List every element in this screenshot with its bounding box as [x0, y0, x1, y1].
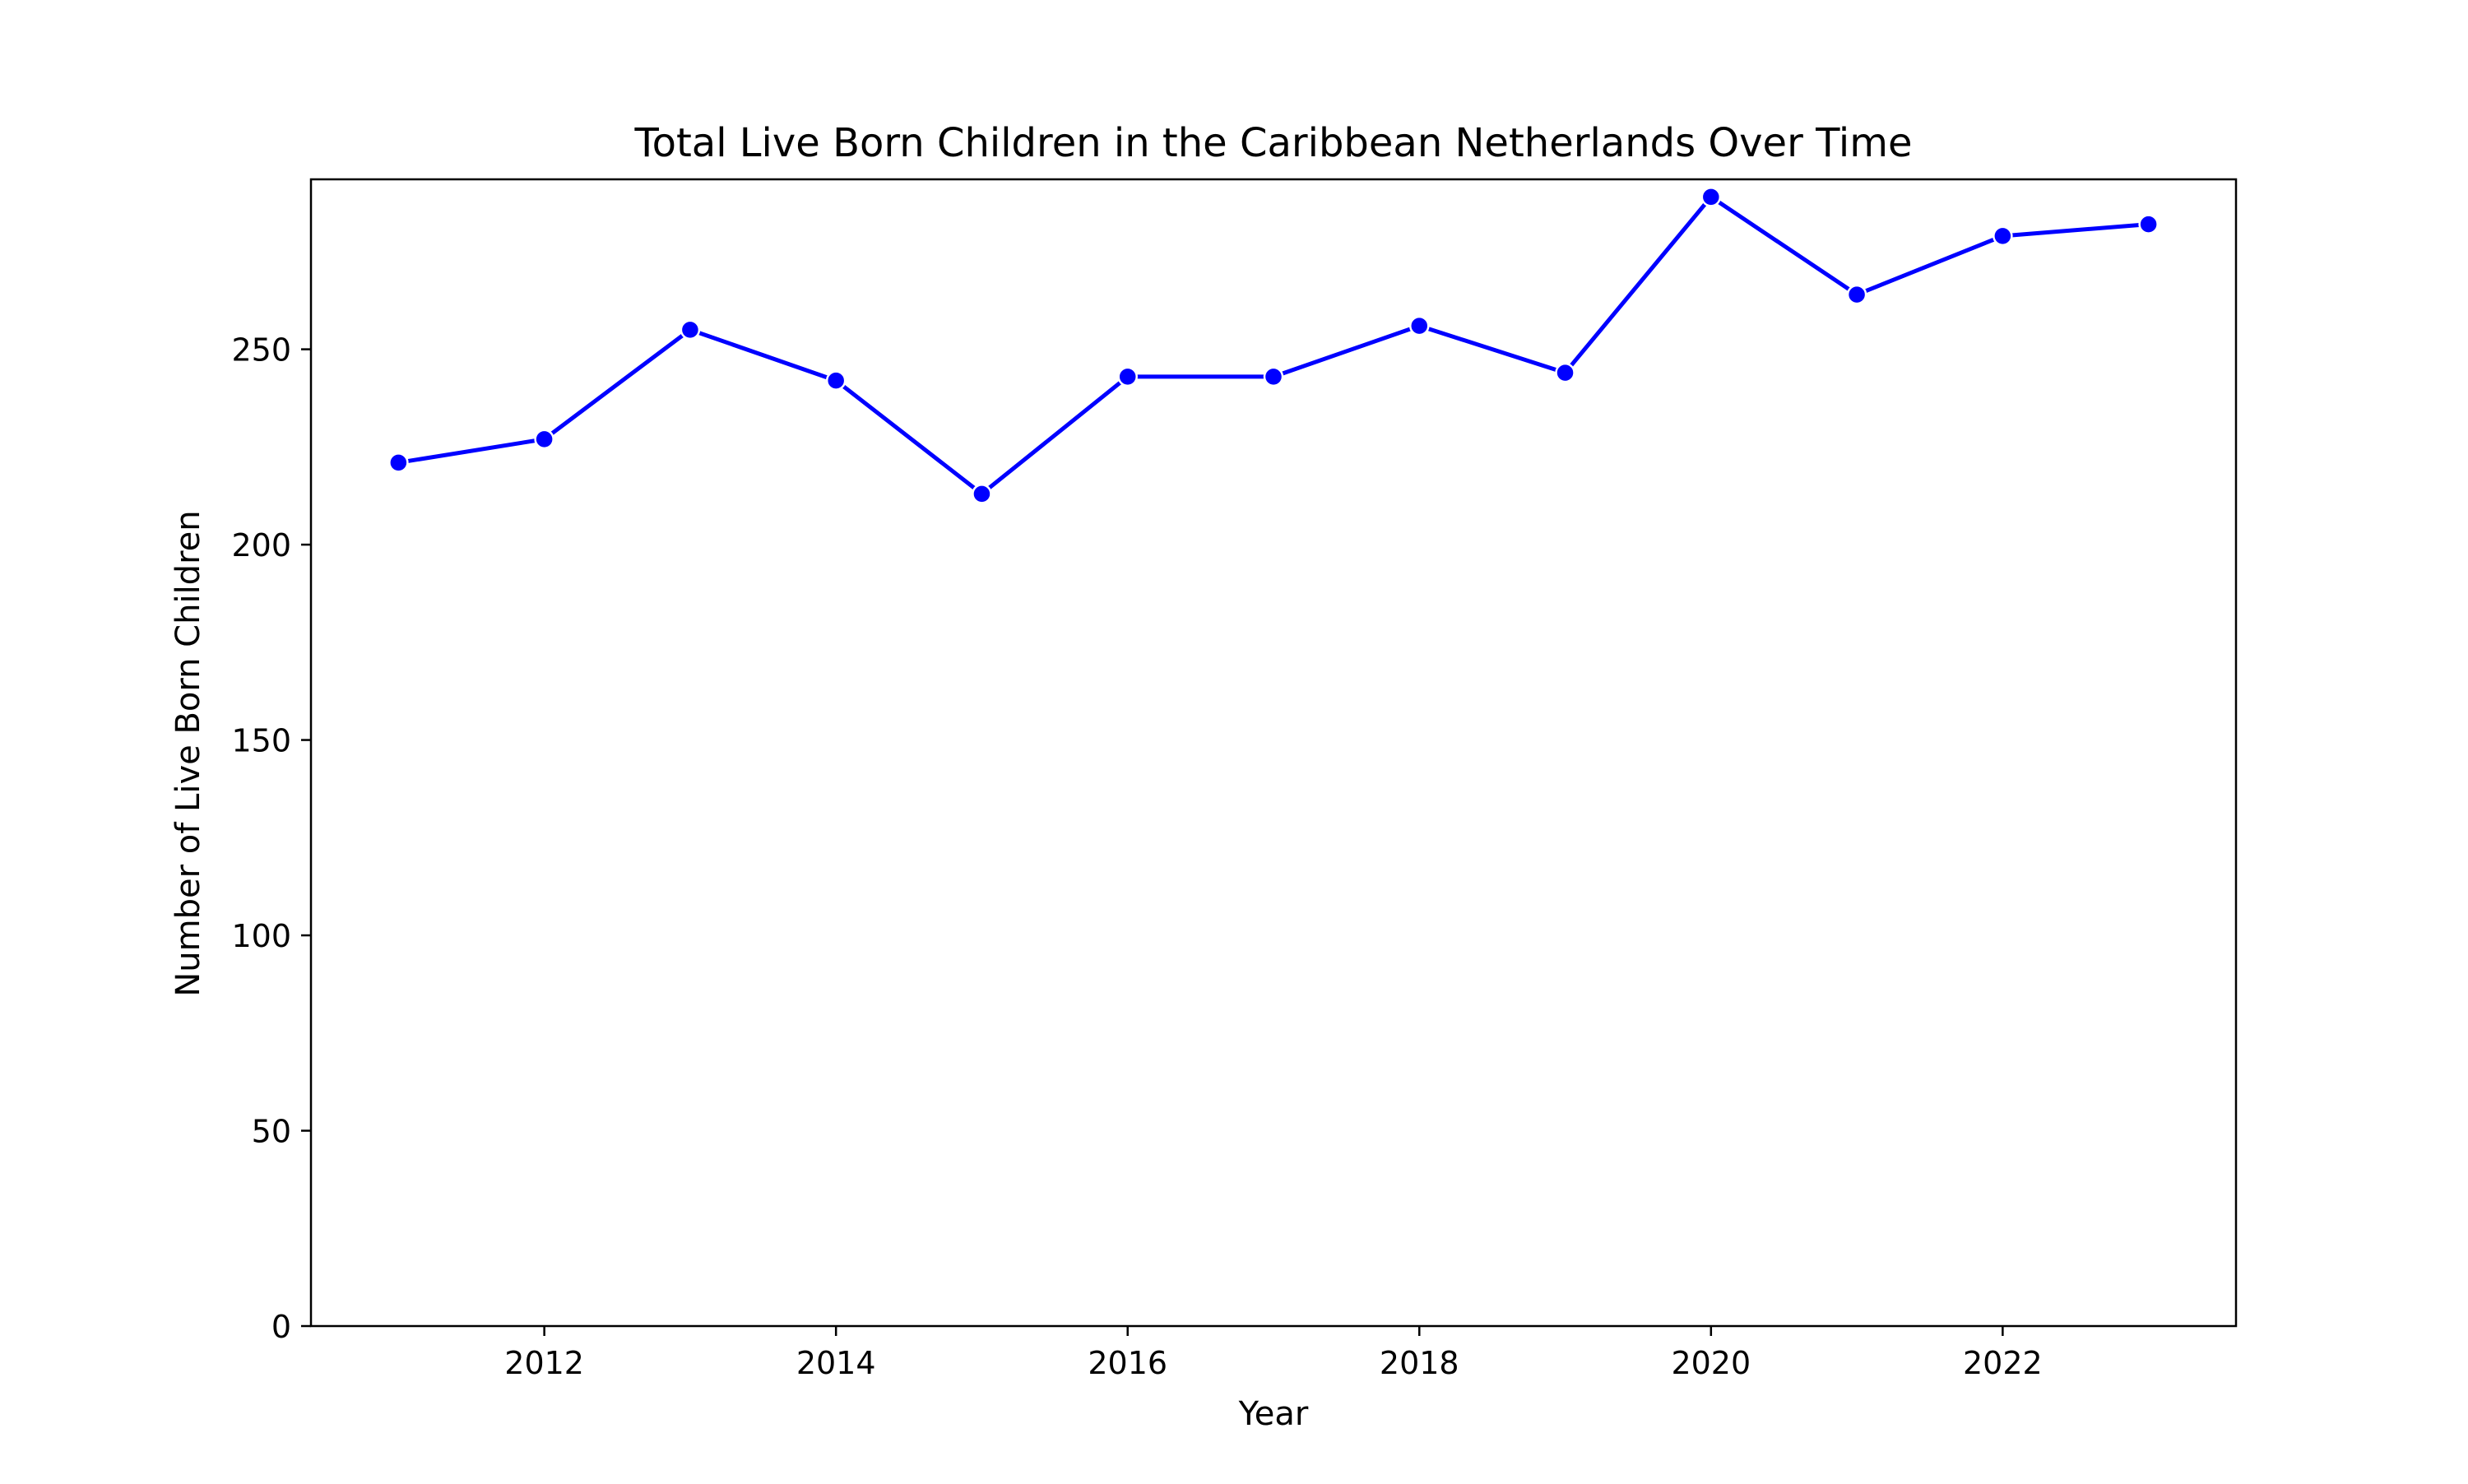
data-point-2013 — [680, 319, 701, 341]
data-point-2017 — [1263, 366, 1284, 387]
data-point-2015 — [972, 484, 992, 504]
y-axis-label: Number of Live Born Children — [169, 510, 207, 996]
x-tick-label: 2016 — [1088, 1345, 1167, 1381]
y-tick-label: 50 — [252, 1114, 291, 1150]
x-axis-label: Year — [1238, 1395, 1309, 1433]
data-point-2016 — [1117, 366, 1138, 387]
data-point-2019 — [1555, 362, 1575, 383]
x-tick-label: 2012 — [504, 1345, 584, 1381]
x-tick-label: 2018 — [1380, 1345, 1459, 1381]
chart-title: Total Live Born Children in the Caribbea… — [633, 120, 1912, 166]
x-tick-label: 2014 — [796, 1345, 876, 1381]
series-line — [396, 194, 2151, 496]
y-tick-label: 150 — [231, 723, 291, 759]
data-point-2011 — [388, 452, 409, 473]
data-point-2012 — [534, 429, 554, 450]
y-tick-label: 0 — [271, 1309, 291, 1345]
x-tick-label: 2022 — [1963, 1345, 2043, 1381]
data-point-2021 — [1846, 284, 1867, 305]
data-point-2014 — [825, 370, 847, 391]
data-point-2023 — [2138, 214, 2159, 234]
plot-frame — [309, 178, 2238, 1328]
data-point-2022 — [1992, 225, 2013, 247]
y-tick-label: 100 — [231, 918, 291, 954]
y-tick-label: 200 — [231, 527, 291, 563]
data-point-2020 — [1700, 187, 1722, 207]
y-tick-label: 250 — [231, 332, 291, 369]
x-tick-label: 2020 — [1671, 1345, 1751, 1381]
data-point-2018 — [1409, 315, 1430, 336]
ticks-layer: 2012 2014 2016 2018 2020 2022 0 50 100 150 200 250 — [231, 332, 2042, 1381]
series-layer — [388, 187, 2159, 504]
